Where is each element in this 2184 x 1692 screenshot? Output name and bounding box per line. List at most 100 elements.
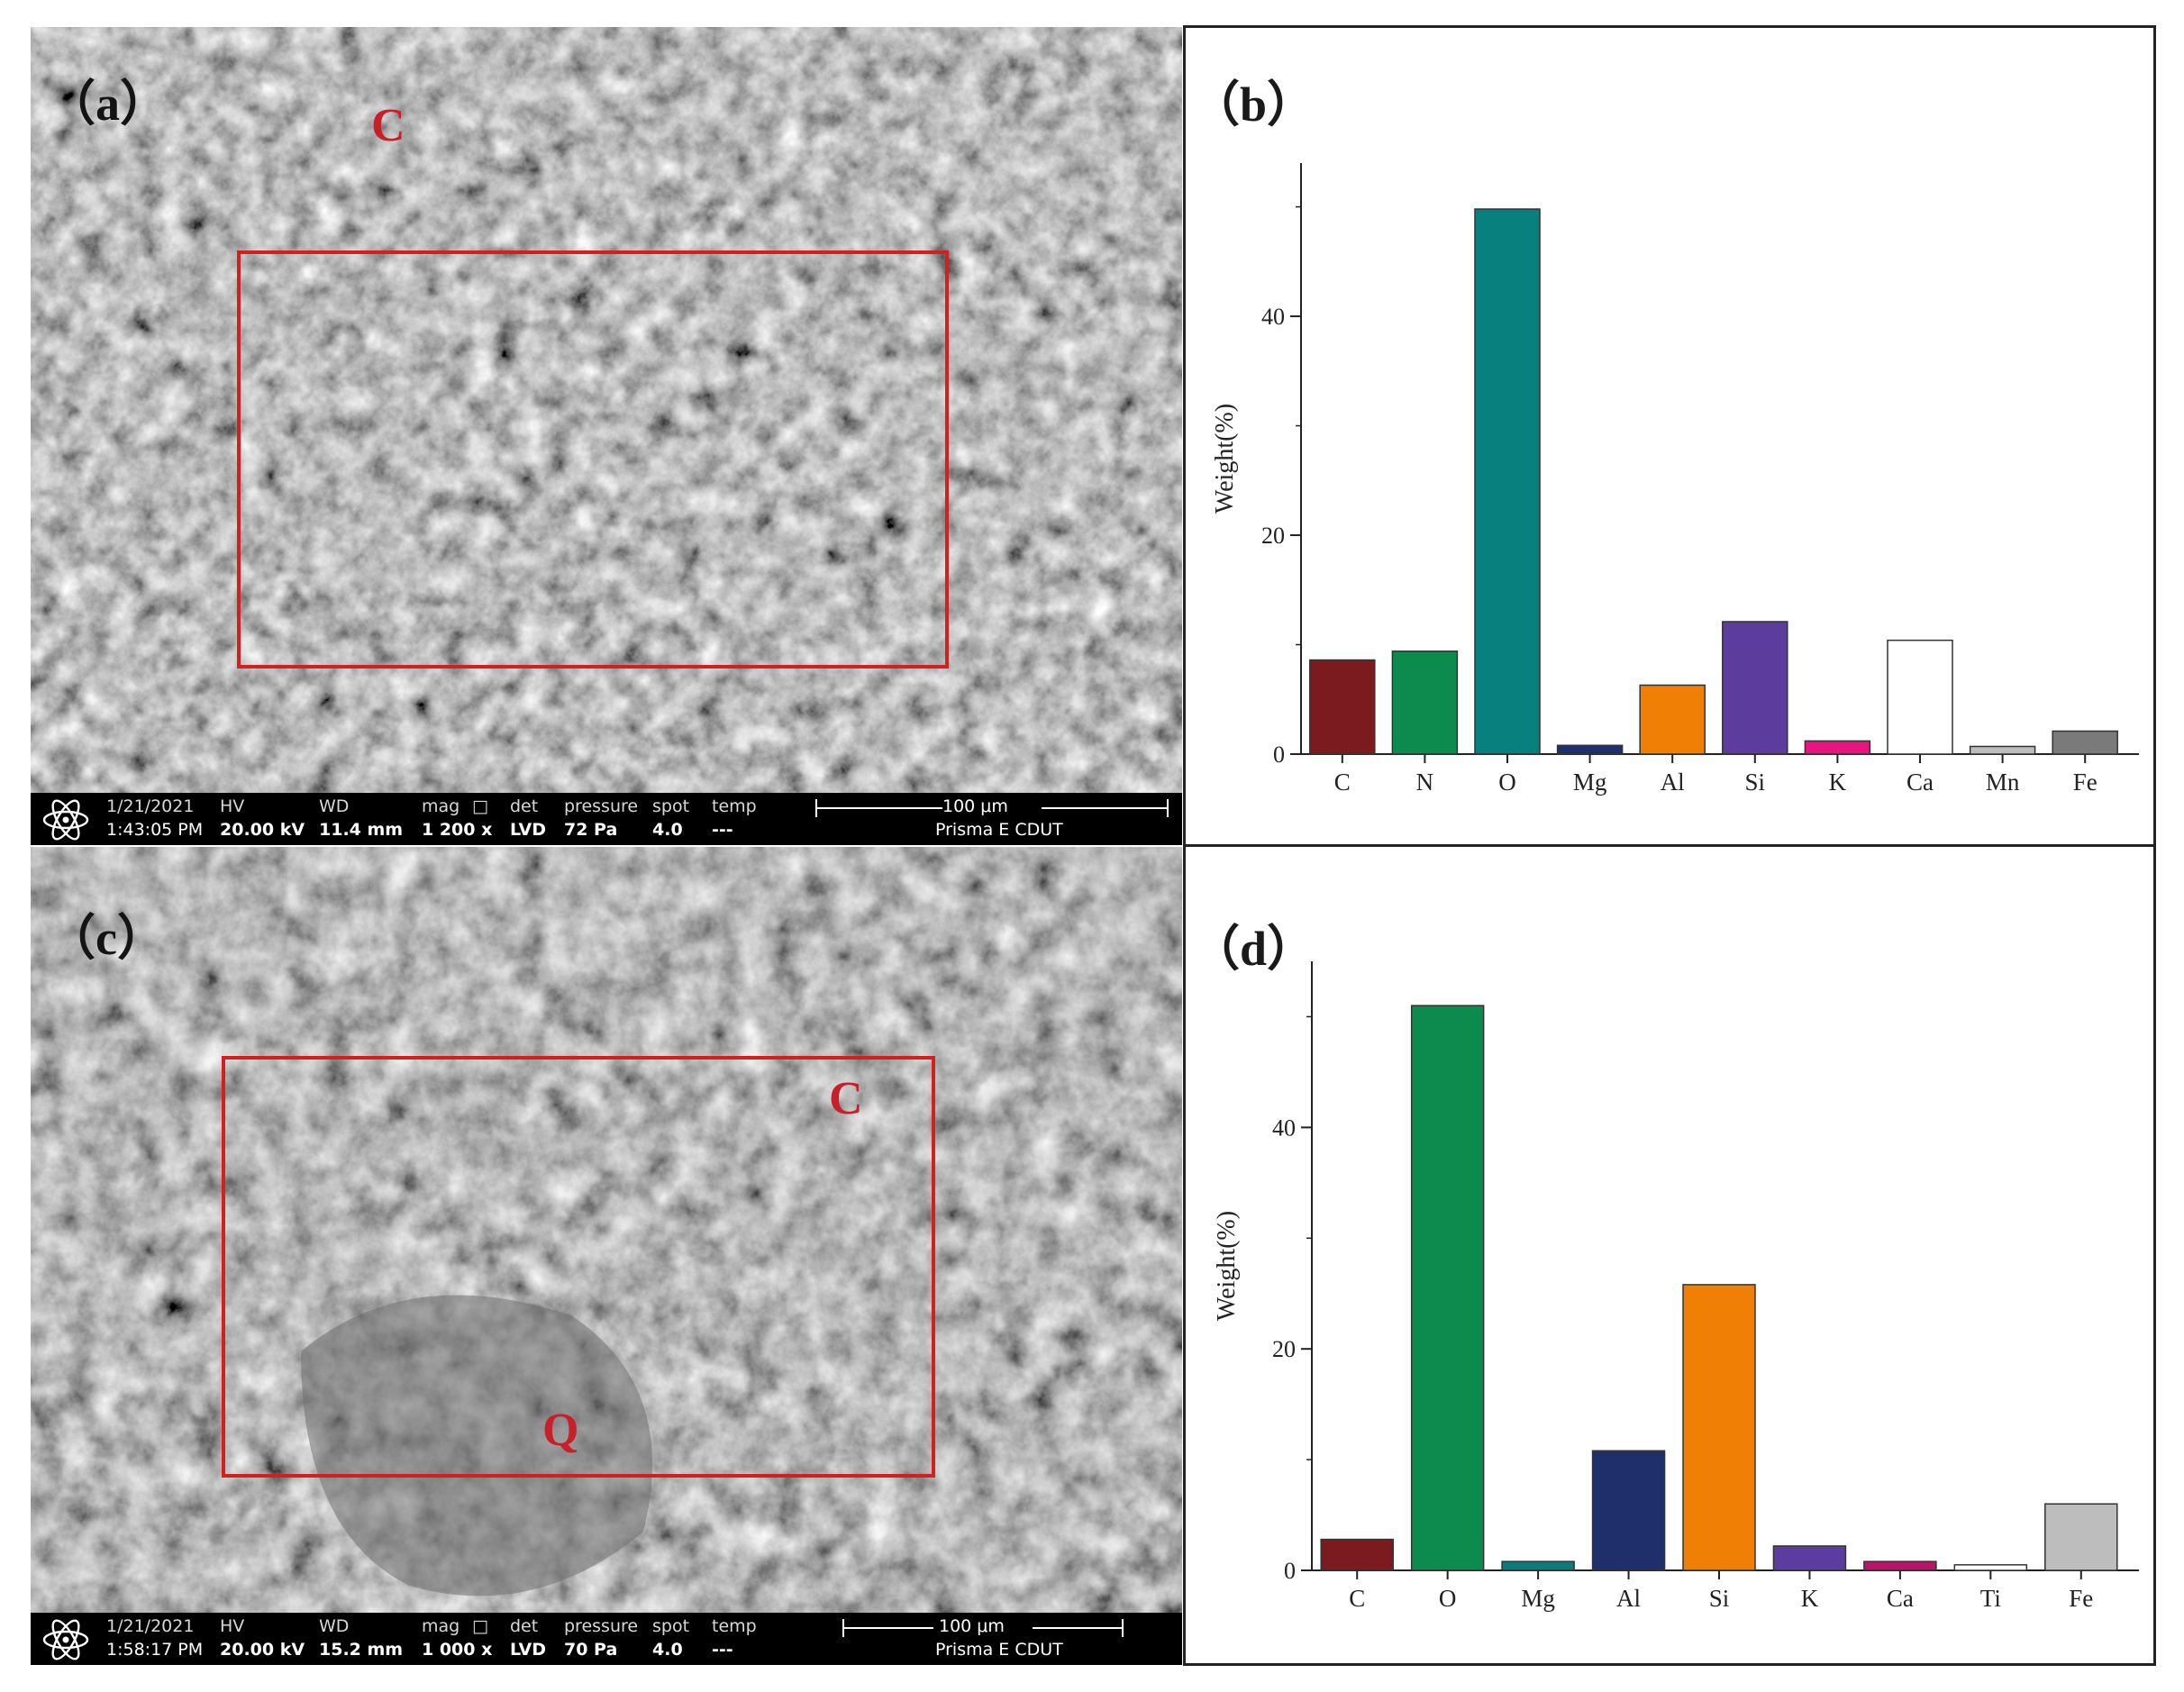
chart-panel-d: （d） 0 20 40 Weight(%) C O Mg Al Si K Ca Ti Fe xyxy=(1183,844,2156,1666)
wd-label: WD xyxy=(319,796,350,816)
scale-bar-label: 100 μm xyxy=(942,796,1008,816)
y-tick-label: 0 xyxy=(1284,1558,1296,1584)
x-tick-label: Mg xyxy=(1521,1585,1555,1612)
y-tick-label: 40 xyxy=(1272,1114,1296,1141)
panel-label-c: （c） xyxy=(47,911,166,965)
spot-value: 4.0 xyxy=(652,1640,683,1660)
bar-Si xyxy=(1682,1284,1756,1571)
x-tick-label: O xyxy=(1439,1585,1457,1612)
x-tick-label: Al xyxy=(1616,1585,1641,1612)
x-tick-label: C xyxy=(1349,1585,1365,1612)
hv-value: 20.00 kV xyxy=(220,1640,305,1660)
time-text: 1:58:17 PM xyxy=(106,1640,204,1660)
hv-label: HV xyxy=(220,1616,245,1636)
y-tick-label: 20 xyxy=(1272,1336,1296,1362)
region-of-interest-box xyxy=(237,250,949,669)
pressure-label: pressure xyxy=(564,796,639,816)
scale-bar xyxy=(815,798,1169,818)
mag-label: mag xyxy=(422,796,460,816)
x-tick-label: N xyxy=(1416,769,1434,796)
bar-Fe xyxy=(2052,730,2118,755)
x-tick-label: Fe xyxy=(2069,1585,2093,1612)
date-text: 1/21/2021 xyxy=(106,1616,195,1636)
bar-Ti xyxy=(1953,1564,2028,1571)
wd-value: 15.2 mm xyxy=(319,1640,404,1660)
x-tick-label: K xyxy=(1829,769,1847,796)
chart-panel-b: （b） 0 20 40 Weight(%) C N O Mg Al Si K Ca Mn Fe xyxy=(1183,25,2156,847)
mag-value: 1 000 x xyxy=(422,1640,493,1660)
y-tick-label: 40 xyxy=(1261,304,1285,330)
x-tick-label: Si xyxy=(1709,1585,1730,1612)
bar-N xyxy=(1391,650,1459,755)
temp-value: --- xyxy=(712,820,733,840)
spot-label: spot xyxy=(652,796,690,816)
bar-chart-b: 0 20 40 Weight(%) C N O Mg Al Si K Ca Mn Fe xyxy=(1211,163,2139,796)
scale-bar xyxy=(842,1618,1124,1638)
det-value: LVD xyxy=(510,820,546,840)
bar-C xyxy=(1320,1538,1394,1571)
mag-label: mag xyxy=(422,1616,460,1636)
y-tick-label: 0 xyxy=(1273,741,1285,768)
bar-O xyxy=(1474,208,1541,755)
hv-value: 20.00 kV xyxy=(220,820,305,840)
y-axis-label: Weight(%) xyxy=(1211,404,1239,514)
mineral-label-c: C xyxy=(371,100,405,151)
y-axis-label: Weight(%) xyxy=(1213,1211,1241,1321)
bar-Ca xyxy=(1863,1560,1937,1571)
bar-O xyxy=(1410,1005,1485,1571)
sem-info-bar-c: 1/21/2021 1:58:17 PM HV 20.00 kV WD 15.2… xyxy=(31,1613,1182,1665)
wd-value: 11.4 mm xyxy=(319,820,404,840)
bar-Al xyxy=(1591,1450,1666,1571)
bar-K xyxy=(1772,1545,1847,1571)
x-tick-label: K xyxy=(1801,1585,1819,1612)
x-tick-label: Mg xyxy=(1573,769,1607,796)
bar-Mg xyxy=(1556,744,1624,755)
scale-bar-label: 100 μm xyxy=(939,1616,1005,1636)
temp-label: temp xyxy=(712,1616,757,1636)
panel-label-d: （d） xyxy=(1191,922,1316,976)
bar-Ca xyxy=(1887,639,1953,755)
bar-Mn xyxy=(1969,745,2036,755)
atom-logo-icon xyxy=(42,1619,89,1660)
date-text: 1/21/2021 xyxy=(106,796,195,816)
instrument-text: Prisma E CDUT xyxy=(935,1640,1063,1660)
y-tick-label: 20 xyxy=(1261,523,1285,549)
x-tick-label: Ti xyxy=(1980,1585,2001,1612)
x-tick-label: C xyxy=(1334,769,1351,796)
x-tick-label: Si xyxy=(1745,769,1766,796)
panel-label-b: （b） xyxy=(1191,77,1316,132)
sem-texture-a xyxy=(31,27,1182,845)
atom-logo-icon xyxy=(42,799,89,841)
sem-image-c: （c） C Q 1/21/2021 1:58:17 PM HV 20.00 kV… xyxy=(31,847,1182,1665)
bar-C xyxy=(1309,659,1376,755)
region-of-interest-box xyxy=(222,1056,935,1478)
det-value: LVD xyxy=(510,1640,546,1660)
mag-value: 1 200 x xyxy=(422,820,493,840)
temp-value: --- xyxy=(712,1640,733,1660)
mag-box-icon: □ xyxy=(472,796,488,816)
wd-label: WD xyxy=(319,1616,350,1636)
x-tick-label: Al xyxy=(1661,769,1685,796)
mineral-label-q: Q xyxy=(542,1405,579,1456)
x-tick-label: Mn xyxy=(1986,769,2020,796)
hv-label: HV xyxy=(220,796,245,816)
pressure-value: 70 Pa xyxy=(564,1640,618,1660)
bar-chart-d: 0 20 40 Weight(%) C O Mg Al Si K Ca Ti Fe xyxy=(1213,961,2139,1612)
spot-value: 4.0 xyxy=(652,820,683,840)
sem-info-bar-a: 1/21/2021 1:43:05 PM HV 20.00 kV WD 11.4… xyxy=(31,793,1182,845)
mag-box-icon: □ xyxy=(472,1616,488,1636)
spot-label: spot xyxy=(652,1616,690,1636)
x-tick-label: Ca xyxy=(1906,769,1934,796)
panel-label-a: （a） xyxy=(47,77,168,131)
temp-label: temp xyxy=(712,796,757,816)
x-tick-label: Fe xyxy=(2073,769,2098,796)
mineral-label-c: C xyxy=(829,1073,863,1124)
sem-image-a: （a） C 1/21/2021 1:43:05 PM HV 20.00 kV W… xyxy=(31,27,1182,845)
bar-Al xyxy=(1639,684,1706,755)
instrument-text: Prisma E CDUT xyxy=(935,820,1063,840)
det-label: det xyxy=(510,1616,539,1636)
bar-Si xyxy=(1722,621,1788,755)
bar-K xyxy=(1804,740,1871,755)
bar-Fe xyxy=(2044,1503,2118,1571)
pressure-value: 72 Pa xyxy=(564,820,618,840)
